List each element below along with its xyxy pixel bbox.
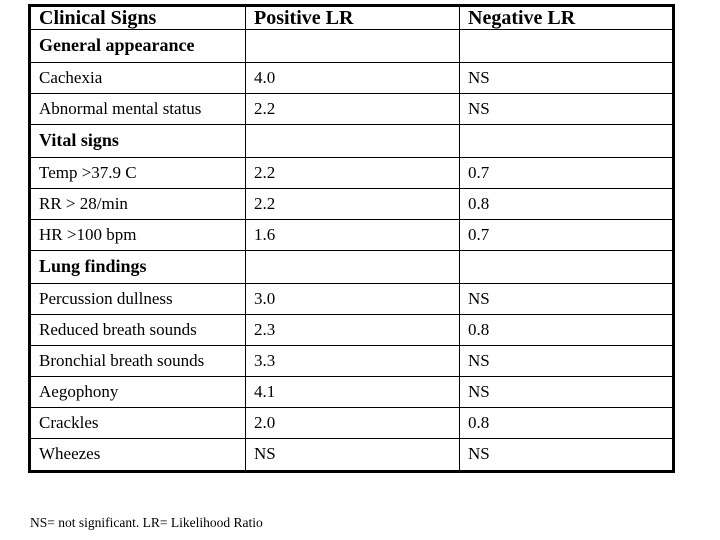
table-row: HR >100 bpm 1.6 0.7: [29, 218, 674, 252]
sign-cell: Cachexia: [29, 61, 246, 94]
empty-cell: [459, 29, 674, 63]
col-header-clinical-signs: Clinical Signs: [29, 5, 246, 30]
header-row: Clinical Signs Positive LR Negative LR: [29, 5, 674, 30]
positive-lr-cell: 3.3: [245, 345, 460, 378]
positive-lr-cell: 2.3: [245, 313, 460, 347]
negative-lr-cell: 0.7: [459, 218, 674, 252]
sign-cell: Aegophony: [29, 376, 246, 409]
positive-lr-cell: 4.1: [245, 376, 460, 409]
section-label: Vital signs: [29, 123, 246, 158]
empty-cell: [459, 250, 674, 284]
sign-cell: RR > 28/min: [29, 187, 246, 220]
empty-cell: [245, 29, 460, 63]
negative-lr-cell: NS: [459, 61, 674, 94]
table-row: Aegophony 4.1 NS: [29, 376, 674, 409]
negative-lr-cell: 0.8: [459, 313, 674, 347]
sign-cell: Bronchial breath sounds: [29, 345, 246, 378]
table-row: RR > 28/min 2.2 0.8: [29, 187, 674, 220]
table-row: Percussion dullness 3.0 NS: [29, 282, 674, 315]
positive-lr-cell: 1.6: [245, 218, 460, 252]
footnote-line1: NS= not significant. LR= Likelihood Rati…: [30, 515, 263, 530]
empty-cell: [245, 250, 460, 284]
positive-lr-cell: 2.2: [245, 92, 460, 125]
negative-lr-cell: 0.8: [459, 187, 674, 220]
table-row: Bronchial breath sounds 3.3 NS: [29, 345, 674, 378]
section-label: Lung findings: [29, 250, 246, 284]
sign-cell: Abnormal mental status: [29, 92, 246, 125]
table-row: Reduced breath sounds 2.3 0.8: [29, 313, 674, 347]
positive-lr-cell: 3.0: [245, 282, 460, 315]
table-row: Wheezes NS NS: [29, 438, 674, 472]
table-row: Crackles 2.0 0.8: [29, 407, 674, 440]
section-row-vital-signs: Vital signs: [29, 123, 674, 158]
sign-cell: HR >100 bpm: [29, 218, 246, 252]
section-row-lung-findings: Lung findings: [29, 250, 674, 284]
empty-cell: [245, 123, 460, 158]
sign-cell: Wheezes: [29, 438, 246, 472]
sign-cell: Reduced breath sounds: [29, 313, 246, 347]
col-header-positive-lr: Positive LR: [245, 5, 460, 30]
sign-cell: Percussion dullness: [29, 282, 246, 315]
negative-lr-cell: NS: [459, 92, 674, 125]
footnote: NS= not significant. LR= Likelihood Rati…: [30, 480, 518, 540]
negative-lr-cell: 0.8: [459, 407, 674, 440]
table-row: Temp >37.9 C 2.2 0.7: [29, 156, 674, 189]
likelihood-ratio-table: Clinical Signs Positive LR Negative LR G…: [28, 4, 675, 473]
negative-lr-cell: NS: [459, 345, 674, 378]
positive-lr-cell: 2.2: [245, 187, 460, 220]
section-label: General appearance: [29, 29, 246, 63]
positive-lr-cell: NS: [245, 438, 460, 472]
table-row: Cachexia 4.0 NS: [29, 61, 674, 94]
col-header-negative-lr: Negative LR: [459, 5, 674, 30]
negative-lr-cell: NS: [459, 376, 674, 409]
empty-cell: [459, 123, 674, 158]
sign-cell: Crackles: [29, 407, 246, 440]
sign-cell: Temp >37.9 C: [29, 156, 246, 189]
section-row-general-appearance: General appearance: [29, 29, 674, 63]
footnote-abbreviations: NS= not significant. LR= Likelihood Rati…: [30, 514, 518, 531]
positive-lr-cell: 4.0: [245, 61, 460, 94]
table-row: Abnormal mental status 2.2 NS: [29, 92, 674, 125]
negative-lr-cell: NS: [459, 438, 674, 472]
positive-lr-cell: 2.0: [245, 407, 460, 440]
negative-lr-cell: NS: [459, 282, 674, 315]
positive-lr-cell: 2.2: [245, 156, 460, 189]
negative-lr-cell: 0.7: [459, 156, 674, 189]
